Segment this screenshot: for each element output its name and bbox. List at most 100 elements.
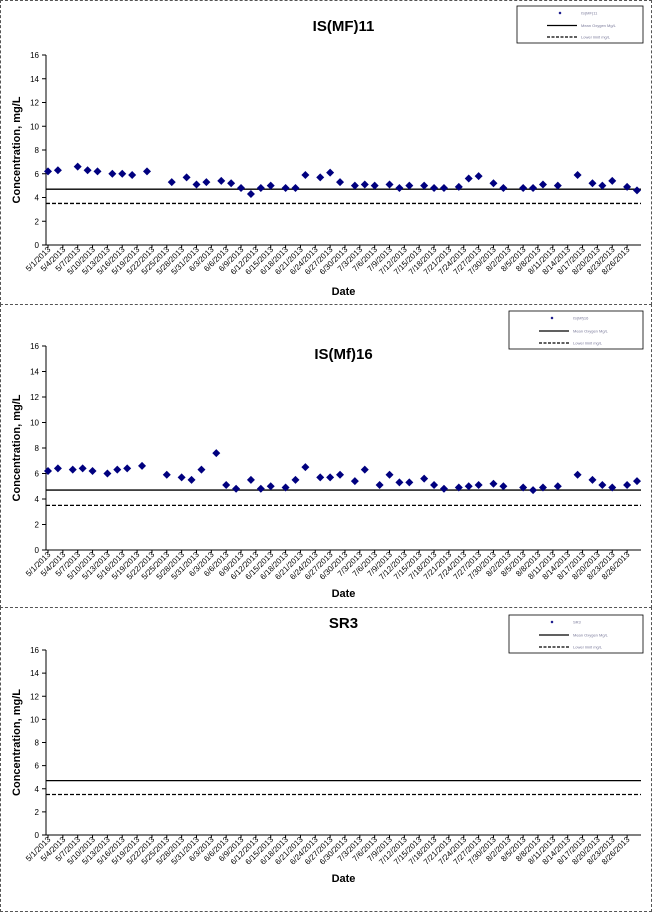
data-point — [246, 189, 255, 198]
data-point — [266, 181, 275, 190]
data-point — [316, 473, 325, 482]
chart-panel-is-mf-16: IS(Mf)16 0 2 4 6 8 10 12 14 16 5/1/2013 5/4/2013 5/7… — [0, 304, 652, 608]
data-point — [246, 475, 255, 484]
data-point — [78, 464, 87, 473]
data-point — [177, 473, 186, 482]
data-point — [454, 182, 463, 191]
data-point — [375, 480, 384, 489]
y-tick-label: 6 — [35, 762, 40, 771]
data-point — [489, 479, 498, 488]
chart-is-mf-16: IS(Mf)1602468101214165/1/20135/4/20135/7… — [11, 310, 644, 600]
data-point — [573, 170, 582, 179]
legend-entry: Lower limit mg/L — [581, 35, 611, 40]
data-point — [301, 463, 310, 472]
data-point — [291, 475, 300, 484]
data-point — [93, 167, 102, 176]
data-point — [281, 483, 290, 492]
data-point — [633, 477, 641, 486]
legend-box — [508, 614, 644, 654]
data-point — [439, 184, 448, 192]
data-point — [237, 184, 246, 192]
data-point — [187, 475, 196, 484]
y-tick-label: 10 — [30, 122, 39, 131]
data-point — [499, 482, 508, 491]
y-tick-label: 0 — [35, 241, 40, 250]
data-point — [598, 480, 607, 489]
legend-marker — [558, 11, 562, 15]
y-tick-label: 4 — [35, 495, 40, 504]
data-point — [588, 179, 597, 188]
legend-entry: IS(MF)11 — [581, 11, 598, 16]
chart-panel-is-mf-11: IS(MF)11 0 2 4 6 8 10 12 14 16 5/1/2013 5/4/2013 5/7… — [0, 0, 652, 305]
legend-entry: Mean Oxygen Mg/L — [573, 633, 609, 638]
legend-marker — [550, 316, 554, 320]
data-point — [499, 184, 508, 192]
data-point — [385, 470, 394, 479]
data-point — [464, 482, 473, 491]
data-point — [573, 470, 582, 479]
data-point — [44, 466, 52, 475]
data-point — [454, 483, 463, 492]
data-point — [217, 176, 226, 185]
data-point — [395, 184, 404, 192]
data-point — [385, 180, 394, 189]
data-point — [326, 168, 335, 177]
legend-box — [508, 310, 644, 350]
data-point — [212, 449, 221, 458]
data-point — [336, 178, 345, 187]
y-tick-label: 12 — [30, 692, 39, 701]
data-point — [167, 178, 176, 187]
data-point — [266, 482, 275, 491]
legend-entry: SR3 — [573, 620, 582, 625]
data-point — [326, 473, 335, 482]
data-point — [519, 184, 528, 192]
x-axis-label: Date — [332, 286, 356, 298]
y-tick-label: 2 — [35, 521, 40, 530]
y-tick-label: 14 — [30, 75, 39, 84]
data-point — [118, 169, 127, 178]
data-point — [44, 167, 52, 176]
data-point — [608, 176, 617, 185]
data-point — [128, 170, 137, 179]
data-point — [553, 482, 562, 491]
chart-is-mf-11: IS(MF)1102468101214165/1/20135/4/20135/7… — [11, 5, 644, 298]
data-point — [538, 180, 547, 189]
y-axis-label: Concentration, mg/L — [11, 689, 23, 796]
data-point — [53, 166, 62, 175]
data-point — [553, 181, 562, 190]
y-tick-label: 16 — [30, 51, 39, 60]
data-point — [336, 470, 345, 479]
data-point — [108, 169, 117, 178]
data-point — [588, 475, 597, 484]
y-tick-label: 10 — [30, 419, 39, 428]
y-tick-label: 12 — [30, 393, 39, 402]
data-point — [608, 483, 617, 492]
y-tick-label: 16 — [30, 342, 39, 351]
y-tick-label: 16 — [30, 646, 39, 655]
data-point — [623, 480, 632, 489]
data-point — [420, 474, 429, 483]
data-point — [529, 184, 538, 192]
data-point — [529, 486, 538, 495]
data-point — [103, 469, 112, 478]
data-point — [405, 181, 414, 190]
data-point — [405, 478, 414, 487]
data-point — [538, 483, 547, 492]
y-tick-label: 0 — [35, 831, 40, 840]
data-point — [68, 465, 77, 474]
data-point — [291, 184, 300, 192]
chart-panel-sr3: SR3 0 2 4 6 8 10 12 14 16 5/1/2013 5/4/2013 5/7/2013… — [0, 607, 652, 912]
y-tick-label: 2 — [35, 217, 40, 226]
data-point — [123, 464, 132, 473]
legend-entry: Mean Oxygen Mg/L — [573, 329, 609, 334]
data-point — [232, 484, 241, 493]
y-axis-label: Concentration, mg/L — [11, 96, 23, 203]
data-point — [430, 184, 439, 192]
x-axis-label: Date — [332, 873, 356, 885]
data-point — [623, 182, 632, 191]
data-point — [142, 167, 151, 176]
y-tick-label: 6 — [35, 470, 40, 479]
y-tick-label: 8 — [35, 146, 40, 155]
data-point — [474, 480, 483, 489]
chart-title: IS(MF)11 — [313, 18, 375, 35]
